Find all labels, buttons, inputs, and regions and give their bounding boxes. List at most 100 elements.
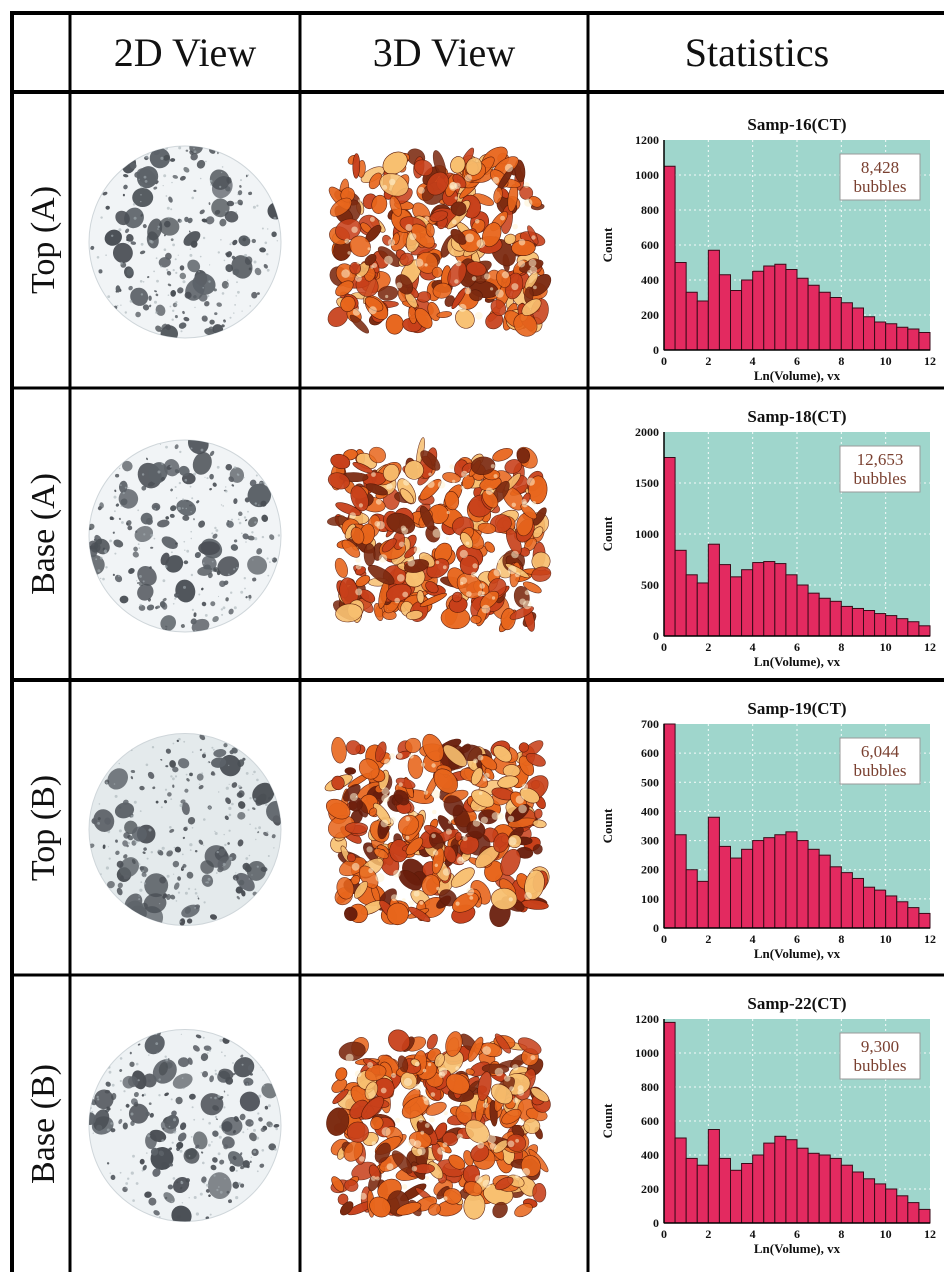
histogram-bar	[785, 269, 798, 351]
histogram-bar	[752, 562, 765, 637]
histogram-samp-22: Samp-22(CT) 0 2 4 6 8 10 12 0 200 400 600 800 1000 120…	[600, 994, 936, 1256]
bubble-blob	[369, 1196, 391, 1218]
x-tick-label: 4	[750, 932, 756, 946]
bubble-blob	[349, 262, 362, 275]
y-tick-label: 1000	[635, 527, 659, 541]
bubble-blob	[448, 1154, 466, 1170]
histogram-bar	[774, 263, 787, 351]
y-tick-label: 400	[641, 804, 659, 818]
bubble-blob	[344, 767, 356, 775]
bubble-blob	[361, 1096, 385, 1120]
bubble-blob	[386, 512, 416, 535]
bubble-blob	[433, 768, 458, 794]
histogram-bar	[829, 297, 842, 351]
bubble-blob	[419, 592, 447, 608]
histogram-bar	[851, 307, 864, 351]
row-label-top-a: Top (A)	[25, 186, 62, 294]
ct-slice-2d-top-a	[88, 145, 282, 339]
x-tick-label: 8	[838, 640, 844, 654]
bubble-blob	[334, 557, 348, 578]
bubble-blob	[445, 1073, 470, 1095]
histogram-bar	[785, 831, 798, 929]
bubble-blob	[355, 575, 371, 587]
histogram-bar	[685, 869, 698, 929]
bubble-blob	[393, 789, 410, 806]
bubble-blob	[497, 775, 519, 789]
bubble-blob	[481, 222, 502, 248]
bubble-blob	[450, 201, 467, 216]
x-tick-label: 12	[924, 932, 936, 946]
bubble-blob	[407, 754, 424, 779]
histogram-samp-18: Samp-18(CT) 0 2 4 6 8 10 12 0 500 1000 1500 2000 Ln(V…	[600, 407, 936, 669]
bubble-blob	[404, 737, 421, 754]
histogram-bar	[763, 837, 776, 929]
histogram-bar	[796, 1147, 809, 1224]
y-tick-label: 200	[641, 1182, 659, 1196]
x-tick-label: 6	[794, 1227, 800, 1241]
bubble-blob	[506, 1133, 527, 1152]
bubble-blob	[335, 603, 363, 623]
x-axis-label: Ln(Volume), vx	[754, 654, 841, 669]
histogram-bar	[663, 723, 676, 929]
y-tick-label: 500	[641, 775, 659, 789]
histogram-bar	[730, 857, 743, 929]
histogram-bar	[907, 328, 920, 351]
bubble-blob	[532, 526, 544, 539]
histogram-bar	[718, 1157, 731, 1224]
y-tick-label: 400	[641, 1148, 659, 1162]
histogram-bar	[851, 1171, 864, 1224]
y-tick-label: 800	[641, 203, 659, 217]
histogram-bar	[663, 457, 676, 637]
bubble-blob	[425, 1101, 447, 1116]
bubble-blob	[326, 1107, 350, 1136]
bubble-blob	[398, 814, 419, 836]
y-tick-label: 200	[641, 863, 659, 877]
x-tick-label: 12	[924, 640, 936, 654]
bubble-blob	[397, 1055, 409, 1073]
histogram-bar	[718, 274, 731, 351]
histogram-bar	[907, 621, 920, 637]
header-statistics: Statistics	[685, 30, 829, 75]
bubble-blob	[371, 194, 388, 214]
histogram-bar	[818, 1154, 831, 1224]
y-tick-label: 1200	[635, 133, 659, 147]
bubble-blob	[436, 311, 453, 319]
histogram-bar	[896, 1195, 909, 1224]
x-tick-label: 0	[661, 932, 667, 946]
histogram-bar	[741, 279, 754, 351]
bubble-blob	[523, 1118, 541, 1134]
bubble-blob	[519, 787, 540, 804]
y-tick-label: 600	[641, 1114, 659, 1128]
bubble-blob	[335, 280, 354, 297]
bubble-count-box	[839, 153, 921, 201]
histogram-bar	[685, 291, 698, 351]
bubble-blob	[516, 447, 531, 464]
bubble-blob	[450, 867, 475, 888]
histogram-bar	[763, 265, 776, 351]
bubble-count-value: 8,428	[861, 158, 899, 177]
bubble-blob	[388, 1029, 411, 1052]
bubble-blob	[352, 461, 373, 474]
y-tick-label: 700	[641, 717, 659, 731]
histogram-bar	[674, 262, 687, 351]
bubble-count-label: bubbles	[854, 177, 907, 196]
ct-slice-2d-base-b	[88, 1029, 282, 1222]
bubble-blob	[331, 1176, 345, 1192]
bubble-blob	[382, 151, 408, 175]
histogram-bar	[685, 1157, 698, 1224]
bubble-blob	[426, 171, 449, 196]
histogram-bar	[696, 880, 709, 929]
histogram-bar	[774, 1135, 787, 1224]
bubble-blob	[352, 153, 361, 179]
histogram-bar	[707, 249, 720, 351]
histogram-bar	[863, 886, 876, 929]
bubble-blob	[344, 906, 358, 921]
histogram-bar	[796, 584, 809, 637]
bubble-blob	[428, 1203, 441, 1216]
bubble-blob	[416, 590, 425, 604]
bubble-blob	[492, 1201, 508, 1219]
histogram-bar	[696, 300, 709, 351]
histogram-bar	[663, 165, 676, 351]
bubble-blob	[381, 538, 397, 553]
